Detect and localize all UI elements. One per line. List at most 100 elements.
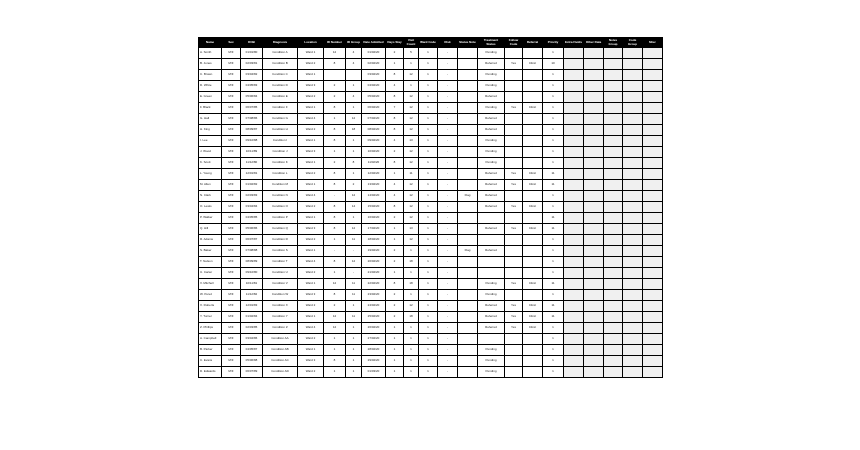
table-cell [603,135,623,147]
table-cell [603,311,623,323]
table-cell [457,234,478,246]
table-cell: 06/07/85 [240,102,263,114]
table-cell [622,256,643,268]
table-cell: 12 [403,69,419,81]
table-cell: Pending [477,80,505,92]
table-cell [522,355,543,367]
table-cell [563,69,584,81]
table-cell: 1 [345,146,362,158]
table-cell: 12/01/81 [240,168,263,180]
table-cell: C. Brown [198,69,222,81]
table-cell: 2 [385,289,404,301]
table-cell [563,124,584,136]
table-cell: 1 [345,300,362,312]
table-cell [522,113,543,125]
table-cell: 12 [403,300,419,312]
table-cell: - [437,322,458,334]
table-cell: 1 [418,179,438,191]
table-cell: 1 [403,355,419,367]
table-cell: 1 [418,124,438,136]
table-cell: 28/02/20 [361,344,386,356]
table-cell [622,355,643,367]
table-cell: 05/06/88 [240,355,263,367]
table-cell [622,245,643,257]
table-cell: 06/07/89 [240,366,263,378]
table-cell: - [437,58,458,70]
table-cell: 11/12/82 [240,289,263,301]
table-cell [583,333,604,345]
table-cell [563,289,584,301]
table-cell: 11 [345,278,362,290]
table-cell: 12 [345,256,362,268]
table-cell: 19/02/20 [361,245,386,257]
table-cell: 01/02/84 [240,311,263,323]
table-cell [504,190,523,202]
table-cell [622,69,643,81]
table-cell [583,223,604,235]
table-cell: - [437,256,458,268]
table-cell: V. Mitchell [198,278,222,290]
table-cell: Ward 1 [297,245,324,257]
table-cell: 8 [323,289,346,301]
table-cell [477,333,505,345]
table-cell [563,366,584,378]
table-cell: Ward 2 [297,201,324,213]
table-cell: - [345,245,362,257]
table-cell: 1 [345,355,362,367]
table-cell: Condition AA [262,333,298,345]
table-cell: 1 [403,333,419,345]
table-cell: Ward 1 [297,179,324,191]
table-cell: 2 [345,179,362,191]
table-cell: M/F [221,69,241,81]
table-cell: D. White [198,80,222,92]
table-cell [504,157,523,169]
table-cell: Pending [477,278,505,290]
table-cell: 1 [542,124,564,136]
table-cell [583,47,604,59]
table-cell [457,322,478,334]
table-cell: U. Carter [198,267,222,279]
table-cell: - [437,124,458,136]
table-cell: 21/02/20 [361,267,386,279]
table-cell [603,333,623,345]
table-cell [603,179,623,191]
table-cell: 02/02/20 [361,58,386,70]
table-cell: 1 [542,201,564,213]
table-cell: 8 [323,223,346,235]
table-cell: Condition Q [262,223,298,235]
table-cell: 1 [418,69,438,81]
table-cell: 7 [385,102,404,114]
table-cell: M/F [221,179,241,191]
table-cell: M/F [221,146,241,158]
table-cell: - [437,333,458,345]
table-cell [642,80,663,92]
table-cell: - [437,223,458,235]
table-cell: 12 [403,190,419,202]
table-cell: 4 [385,135,404,147]
table-row: J. Wood M/F 10/11/89 Condition J Ward 3 1 1 10/… [198,146,663,158]
table-cell [457,58,478,70]
table-cell: 08/09/87 [240,124,263,136]
table-cell: 1 [385,234,404,246]
table-cell: 1 [385,223,404,235]
table-cell: Condition U [262,267,298,279]
table-cell: M/F [221,91,241,103]
table-cell: 1 [542,333,564,345]
table-cell: Condition I [262,135,298,147]
table-cell: 8 [323,135,346,147]
table-cell [622,190,643,202]
table-cell: M/F [221,124,241,136]
table-cell: M/F [221,344,241,356]
table-cell: 1 [418,267,438,279]
table-cell: Referred [477,223,505,235]
table-cell: 1 [418,47,438,59]
table-cell: 1 [403,366,419,378]
table-cell [457,223,478,235]
table-cell: 05/06/84 [240,91,263,103]
table-cell: Yes [504,201,523,213]
table-cell: 1 [403,289,419,301]
table-cell: Yes [504,102,523,114]
table-cell: - [437,344,458,356]
table-cell: 18 [403,256,419,268]
